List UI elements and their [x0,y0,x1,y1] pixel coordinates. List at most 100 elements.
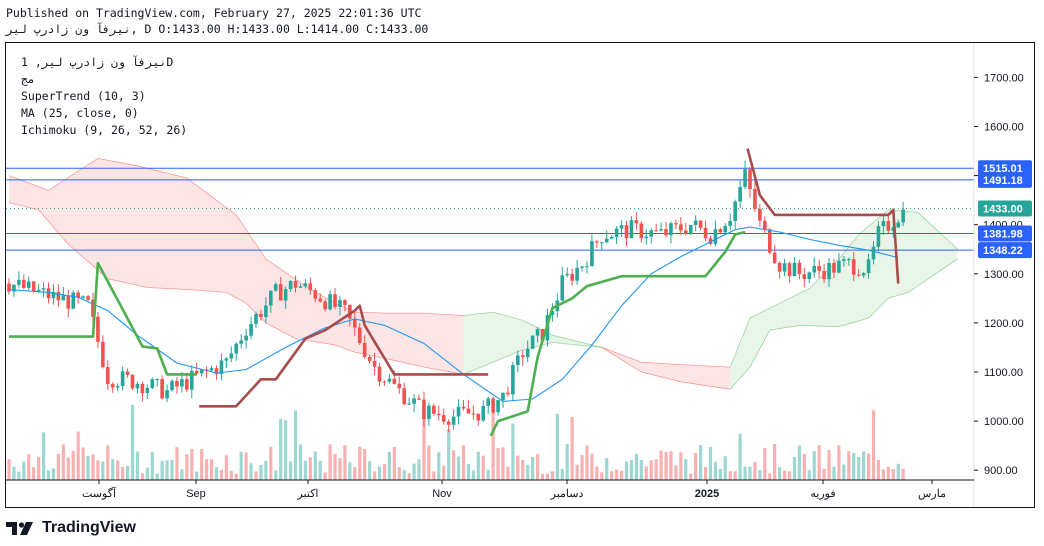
candle-body [698,220,703,228]
volume-bar [699,445,703,480]
candle-body [896,222,900,228]
candle-body [31,281,36,292]
volume-bar [397,467,401,480]
candle-body [278,284,283,301]
x-tick-label: آگوست [82,487,117,500]
volume-bar [101,461,105,480]
volume-bar [639,460,643,480]
volume-bar [427,445,431,480]
candle-body [155,379,159,381]
legend-ichimoku[interactable]: Ichimoku (9, 26, 52, 26) [21,123,188,137]
volume-bar [703,467,708,480]
volume-bar [575,464,579,480]
volume-bar [76,431,80,480]
candle-body [891,227,896,231]
volume-bar [61,444,65,480]
candle-body [600,242,604,244]
volume-bar [259,464,263,480]
candle-body [417,398,421,400]
x-tick-label: Nov [432,488,452,500]
candlestick-chart[interactable]: 1700.001600.001500.001400.001300.001200.… [6,43,1034,507]
candle-body [837,260,841,273]
ichimoku-cloud-bullish-2-lower-edge [729,258,958,390]
volume-bar [205,459,209,480]
ma-line [8,226,899,402]
tradingview-logo-text: TradingView [42,519,136,536]
candle-body [763,220,767,230]
candle-body [550,311,555,316]
volume-bar [807,470,811,480]
candle-body [777,262,782,272]
candle-body [313,290,318,299]
candle-body [180,379,184,387]
legend-supertrend[interactable]: SuperTrend (10, 3) [21,89,146,103]
candle-body [61,295,66,301]
volume-bar [130,404,135,480]
volume-bar [7,459,11,480]
candle-body [323,301,327,310]
candle-body [688,225,693,234]
candle-body [693,220,698,226]
volume-bar [249,463,253,480]
candle-body [214,368,219,375]
volume-bar [876,459,881,480]
candle-body [827,262,831,280]
candle-body [585,266,589,268]
volume-bar [392,446,396,480]
legend-symbol: نیرفآ ون زادرپ لیر, 1D [21,55,174,69]
volume-bar [738,433,742,480]
volume-bar [308,457,312,480]
volume-bar [343,445,347,480]
legend-ma[interactable]: MA (25, close, 0) [21,106,139,120]
volume-bar [37,457,41,480]
volume-bar [659,450,663,480]
candle-body [293,281,298,288]
volume-bar [71,450,75,480]
candle-body [76,292,80,298]
candle-body [249,323,253,336]
candle-body [41,288,46,290]
candle-body [797,262,802,275]
volume-bar [27,454,31,480]
volume-bar [654,459,658,480]
candle-body [165,390,169,399]
volume-bar [140,473,144,480]
volume-bar [466,463,471,480]
candle-body [357,327,362,344]
volume-bar [471,470,475,480]
tradingview-logo[interactable]: TradingView [6,518,136,538]
candle-body [219,360,224,375]
volume-bar [160,460,164,480]
candle-body [71,292,76,309]
candle-body [269,290,273,306]
volume-bar [669,451,673,480]
volume-bar [363,449,367,480]
x-tick-label: دسامبر [550,488,584,500]
candle-body [264,305,268,318]
volume-bar [293,410,298,480]
candle-body [595,241,599,243]
volume-bar [881,469,885,480]
volume-bar [195,471,199,480]
candle-body [81,296,85,298]
candle-body [407,403,411,405]
volume-bar [264,460,268,480]
y-tick-label: 1000.00 [984,416,1024,428]
volume-bar [634,453,638,480]
y-tick-label: 1200.00 [984,318,1024,330]
volume-bar [200,449,204,480]
candle-body [298,286,303,288]
candle-body [802,274,807,280]
volume-bar [733,471,737,480]
volume-bar [852,452,856,480]
volume-bar [511,423,515,480]
volume-bar [674,465,678,480]
price-label-box [978,171,1032,188]
volume-bar [41,432,46,480]
volume-bar [595,466,599,480]
candle-body [402,388,406,405]
candle-body [377,366,382,382]
volume-bar [303,460,307,480]
volume-bar [802,454,806,480]
volume-bar [649,460,653,480]
